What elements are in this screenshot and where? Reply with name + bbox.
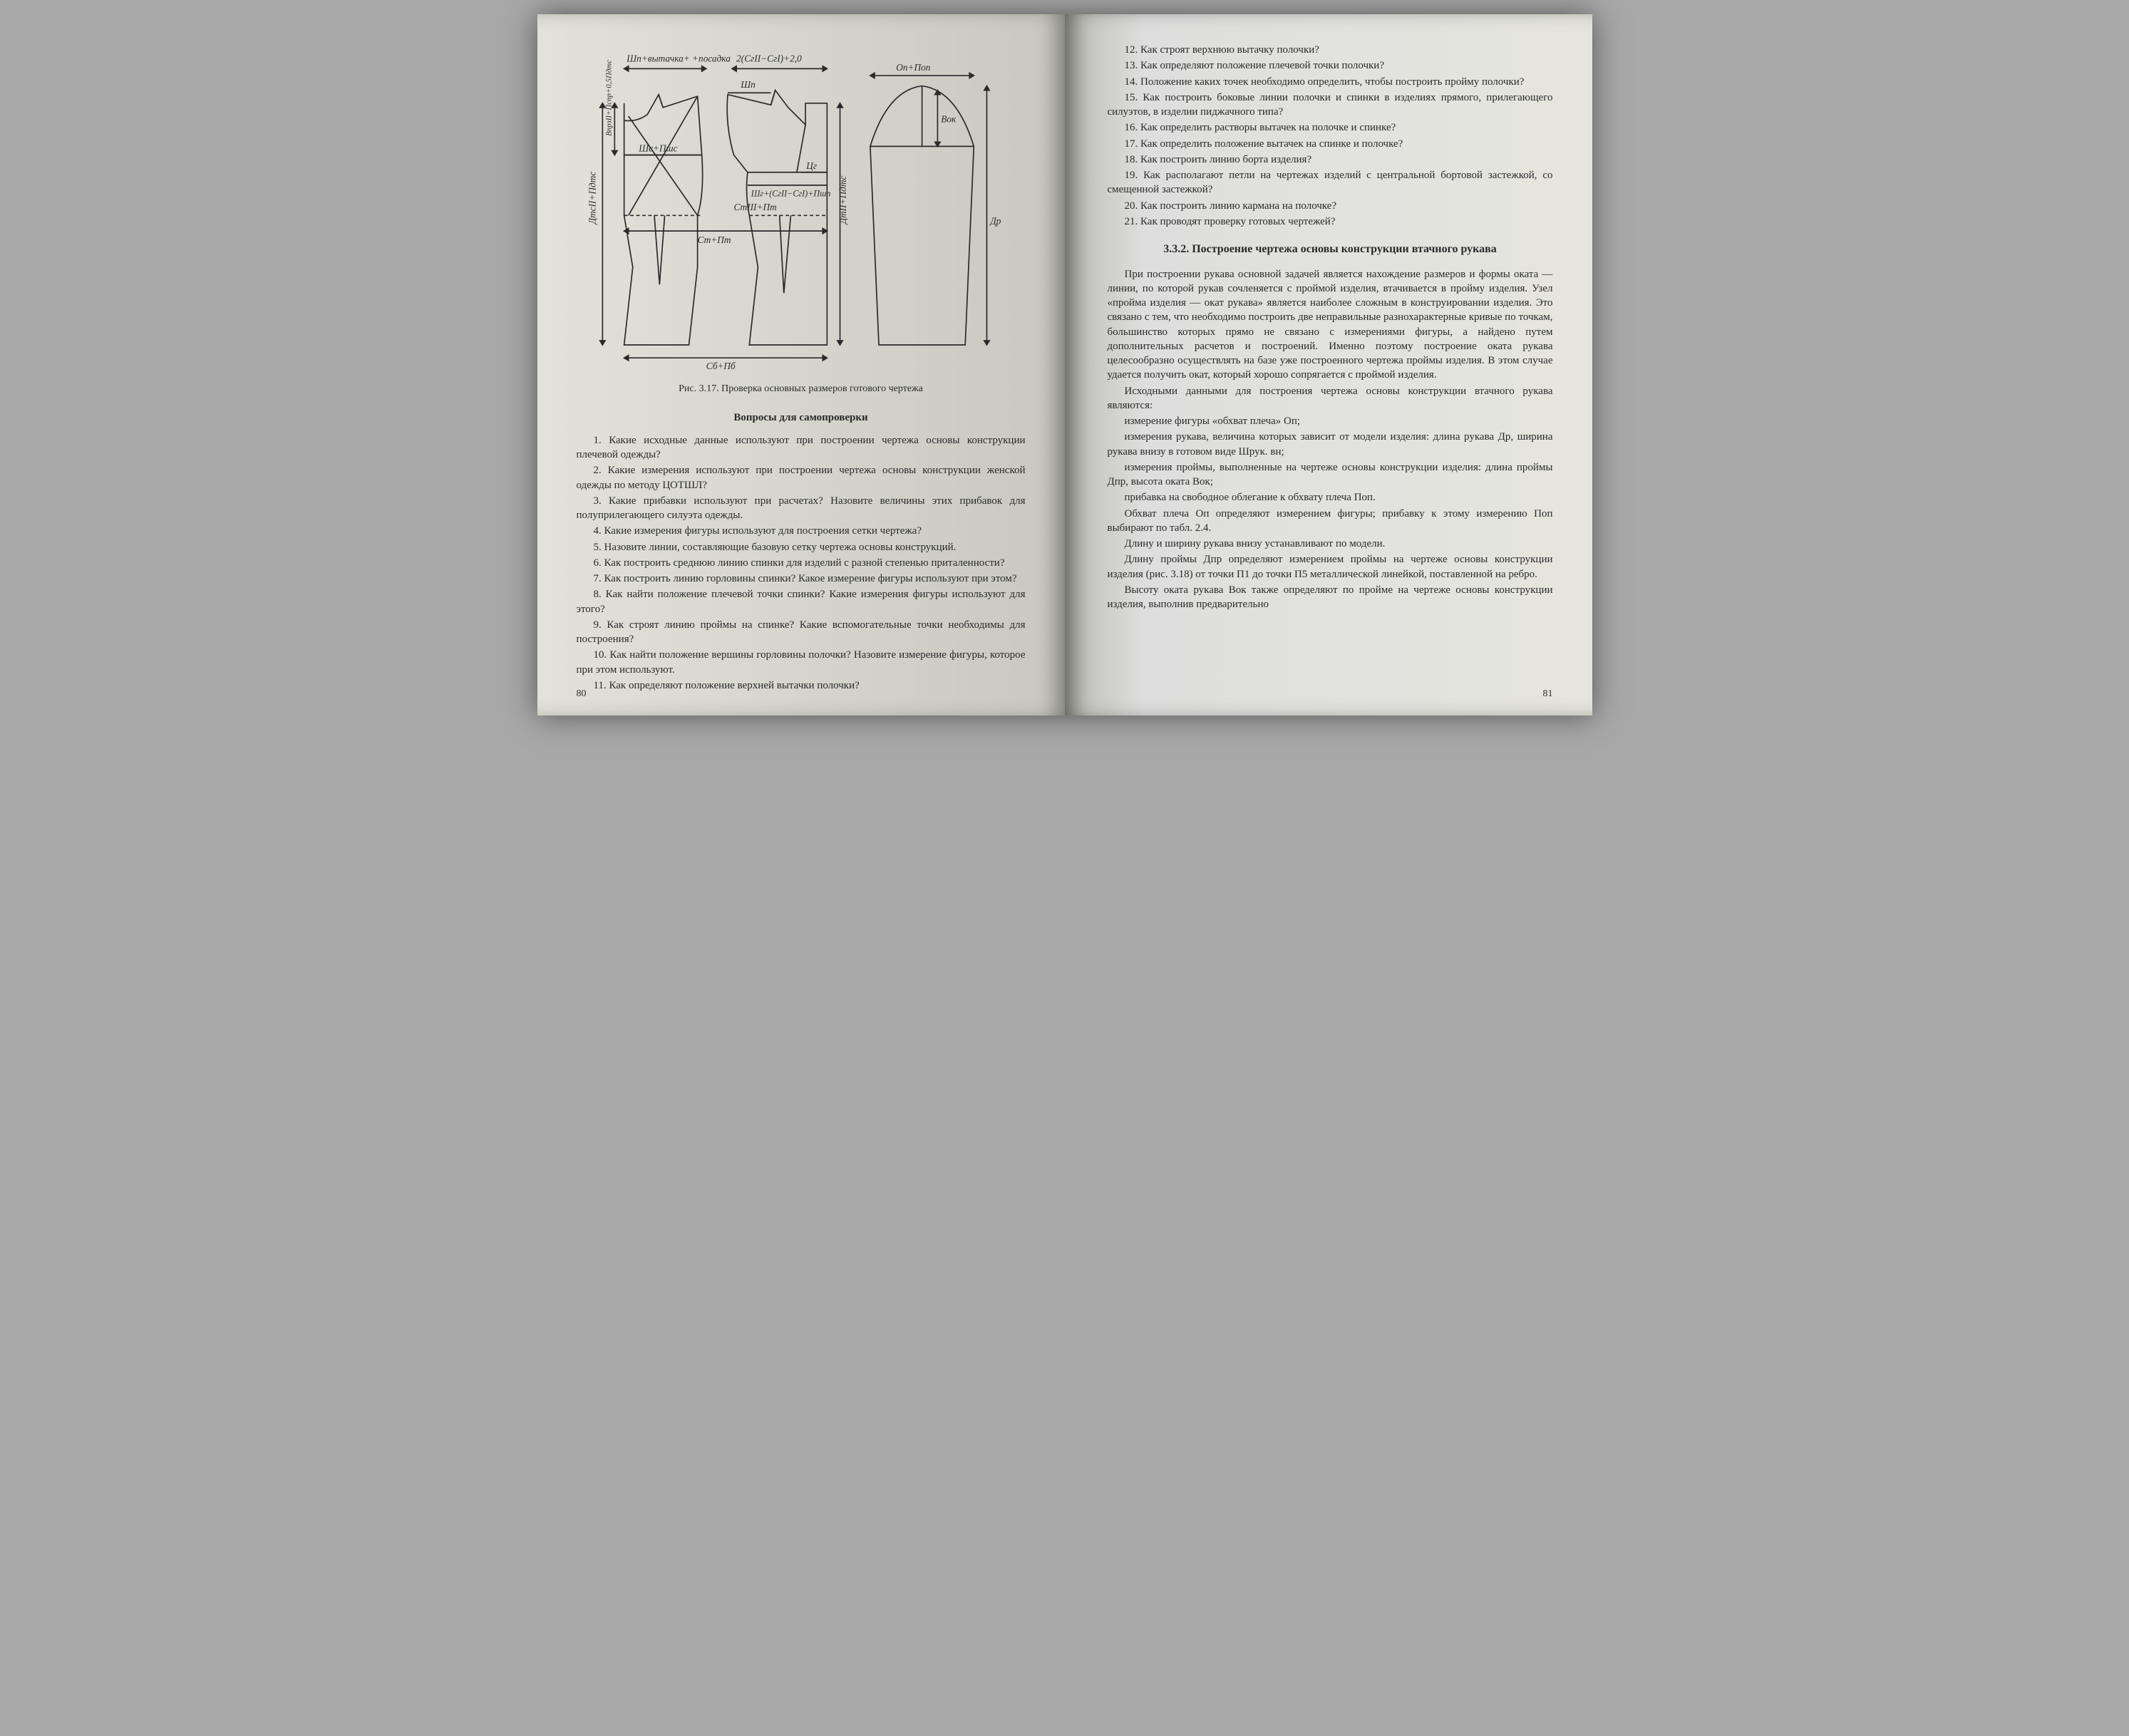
paragraph: Длину и ширину рукава внизу устанавливаю…: [1108, 537, 1553, 551]
question-item: 2. Какие измерения используют при постро…: [577, 463, 1026, 492]
lbl-cb: Сб+Пб: [706, 361, 736, 371]
lbl-top-mid: 2(СгII−СгI)+2,0: [736, 53, 802, 64]
lbl-dtr: ДтII+Пдтс: [837, 176, 847, 226]
lbl-shs: Шс+Пшс: [638, 143, 677, 154]
questions-right: 12. Как строят верхнюю вытачку полочки? …: [1108, 43, 1553, 229]
lbl-bok: Вок: [941, 113, 957, 124]
lbl-top-right: Оп+Поп: [896, 62, 931, 73]
pattern-diagram: Шп+вытачка+ +посадка 2(СгII−СгI)+2,0 Шп …: [577, 43, 1026, 371]
paragraph: Обхват плеча Оп определяют измерением фи…: [1108, 507, 1553, 536]
question-item: 11. Как определяют положение верхней выт…: [577, 678, 1026, 693]
paragraph: измерение фигуры «обхват плеча» Оп;: [1108, 414, 1553, 428]
paragraph: Длину проймы Дпр определяют измерением п…: [1108, 552, 1553, 582]
question-item: 7. Как построить линию горловины спинки?…: [577, 572, 1026, 586]
question-item: 17. Как определить положение вытачек на …: [1108, 137, 1553, 151]
question-item: 6. Как построить среднюю линию спинки дл…: [577, 556, 1026, 570]
question-item: 10. Как найти положение вершины горловин…: [577, 648, 1026, 677]
lbl-lv1: ДтсII+Пдтс: [587, 172, 597, 226]
question-item: 21. Как проводят проверку готовых чертеж…: [1108, 215, 1553, 229]
lbl-cg: Цг: [805, 160, 817, 171]
question-item: 13. Как определяют положение плечевой то…: [1108, 58, 1553, 73]
lbl-lv2: ВпрзII+Пспр+0,5Пдтс: [604, 60, 613, 136]
figure-3-17: Шп+вытачка+ +посадка 2(СгII−СгI)+2,0 Шп …: [577, 43, 1026, 376]
question-item: 4. Какие измерения фигуры используют для…: [577, 524, 1026, 538]
paragraph: Высоту оката рукава Вок также определяют…: [1108, 583, 1553, 612]
question-item: 12. Как строят верхнюю вытачку полочки?: [1108, 43, 1553, 57]
question-item: 15. Как построить боковые линии полочки …: [1108, 91, 1553, 120]
figure-caption: Рис. 3.17. Проверка основных размеров го…: [577, 383, 1026, 396]
paragraph: Исходными данными для построения чертежа…: [1108, 384, 1553, 413]
lbl-shg: Шг+(СгII−СгI)+Пшп: [750, 189, 830, 199]
section-heading-332: 3.3.2. Построение чертежа основы констру…: [1108, 242, 1553, 257]
subheading-questions: Вопросы для самопроверки: [577, 410, 1026, 425]
paragraph: прибавка на свободное облегание к обхват…: [1108, 490, 1553, 505]
lbl-dp: Др: [989, 215, 1001, 226]
page-right: 12. Как строят верхнюю вытачку полочки? …: [1065, 14, 1592, 715]
question-item: 20. Как построить линию кармана на полоч…: [1108, 199, 1553, 213]
question-item: 5. Назовите линии, составляющие базовую …: [577, 540, 1026, 554]
paragraph: измерения проймы, выполненные на чертеже…: [1108, 460, 1553, 490]
paragraph: измерения рукава, величина которых завис…: [1108, 430, 1553, 459]
question-item: 19. Как располагают петли на чертежах из…: [1108, 168, 1553, 197]
lbl-ctIII: СтIII+Пт: [733, 202, 777, 212]
question-item: 8. Как найти положение плечевой точки сп…: [577, 587, 1026, 616]
page-number-left: 80: [577, 688, 587, 701]
question-item: 1. Какие исходные данные используют при …: [577, 433, 1026, 463]
question-item: 9. Как строят линию проймы на спинке? Ка…: [577, 618, 1026, 647]
questions-left: 1. Какие исходные данные используют при …: [577, 433, 1026, 693]
question-item: 14. Положение каких точек необходимо опр…: [1108, 75, 1553, 89]
page-left: Шп+вытачка+ +посадка 2(СгII−СгI)+2,0 Шп …: [537, 14, 1065, 715]
page-number-right: 81: [1543, 688, 1553, 701]
body-text: При построении рукава основной задачей я…: [1108, 267, 1553, 612]
question-item: 16. Как определить растворы вытачек на п…: [1108, 120, 1553, 135]
lbl-shp: Шп: [740, 79, 756, 90]
question-item: 18. Как построить линию борта изделия?: [1108, 153, 1553, 167]
book-spread: Шп+вытачка+ +посадка 2(СгII−СгI)+2,0 Шп …: [537, 14, 1592, 715]
lbl-ct: Ст+Пт: [697, 234, 731, 245]
question-item: 3. Какие прибавки используют при расчета…: [577, 494, 1026, 523]
paragraph: При построении рукава основной задачей я…: [1108, 267, 1553, 383]
lbl-top-left: Шп+вытачка+ +посадка: [626, 53, 731, 64]
